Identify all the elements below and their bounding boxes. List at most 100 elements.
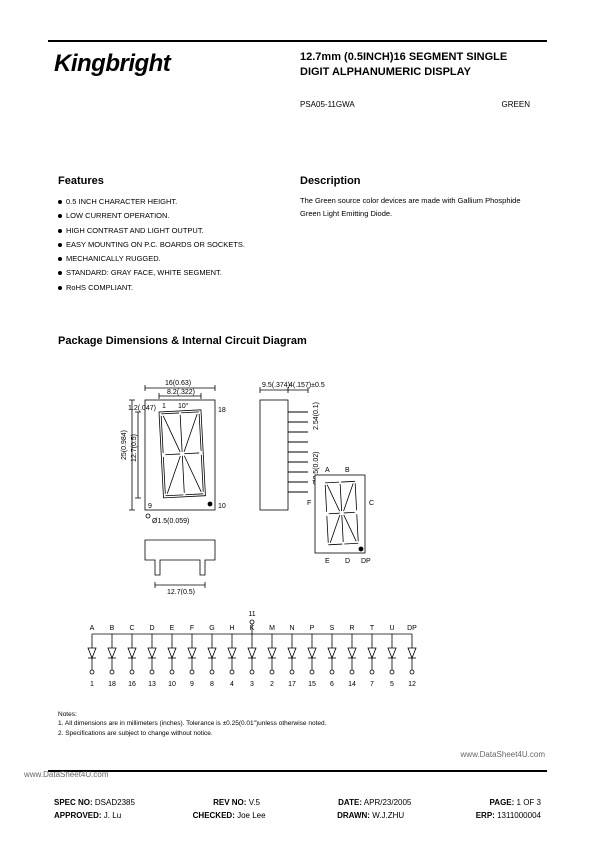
page-label: PAGE: <box>490 798 515 807</box>
svg-text:7: 7 <box>370 681 374 688</box>
feature-item: 0.5 INCH CHARACTER HEIGHT. <box>58 195 278 209</box>
circuit-diagram: 11 A 1 B 18 C 16 D 13 E 10 F 9 G 8 H 4 K 3 M 2 N 17 P 15 S 6 R 14 T 7… <box>80 608 430 698</box>
feature-item: HIGH CONTRAST AND LIGHT OUTPUT. <box>58 224 278 238</box>
features-list: 0.5 INCH CHARACTER HEIGHT. LOW CURRENT O… <box>58 195 278 295</box>
svg-text:16(0.63): 16(0.63) <box>165 380 191 387</box>
page: 1 OF 3 <box>517 798 541 807</box>
approved-label: APPROVED: <box>54 811 102 820</box>
svg-text:6: 6 <box>330 681 334 688</box>
feature-item: RoHS COMPLIANT. <box>58 281 278 295</box>
svg-text:8: 8 <box>210 681 214 688</box>
svg-text:12: 12 <box>408 681 416 688</box>
drawn: W.J.ZHU <box>372 811 404 820</box>
svg-text:F: F <box>307 500 311 507</box>
svg-text:G: G <box>209 625 214 632</box>
package-heading: Package Dimensions & Internal Circuit Di… <box>58 335 307 347</box>
svg-text:M: M <box>269 625 275 632</box>
svg-text:DP: DP <box>407 625 417 632</box>
svg-text:17: 17 <box>288 681 296 688</box>
date-label: DATE: <box>338 798 362 807</box>
svg-text:10°: 10° <box>178 402 189 410</box>
svg-text:10: 10 <box>218 503 226 510</box>
svg-text:F: F <box>190 625 194 632</box>
svg-text:9: 9 <box>148 503 152 510</box>
svg-text:9.5(.374): 9.5(.374) <box>262 382 290 389</box>
svg-text:R: R <box>349 625 354 632</box>
svg-text:K: K <box>250 625 255 632</box>
svg-text:B: B <box>110 625 115 632</box>
svg-text:4(.157)±0.5: 4(.157)±0.5 <box>289 382 325 389</box>
svg-text:12.7(0.5): 12.7(0.5) <box>167 589 195 595</box>
svg-text:S: S <box>330 625 335 632</box>
svg-text:5: 5 <box>390 681 394 688</box>
svg-text:2.54(0.1): 2.54(0.1) <box>313 402 320 430</box>
svg-text:15: 15 <box>308 681 316 688</box>
notes-heading: Notes: <box>58 710 326 719</box>
svg-text:T: T <box>370 625 375 632</box>
note-2: 2. Specifications are subject to change … <box>58 729 326 738</box>
note-1: 1. All dimensions are in millimeters (in… <box>58 719 326 728</box>
features-section: Features 0.5 INCH CHARACTER HEIGHT. LOW … <box>58 175 278 295</box>
description-heading: Description <box>300 175 530 187</box>
logo: Kingbright <box>54 50 170 78</box>
svg-text:N: N <box>289 625 294 632</box>
watermark-right: www.DataSheet4U.com <box>461 750 545 759</box>
svg-text:1: 1 <box>162 403 166 410</box>
svg-text:1.2(.047): 1.2(.047) <box>128 405 156 412</box>
svg-text:E: E <box>170 625 175 632</box>
spec-no: DSAD2385 <box>95 798 135 807</box>
checked: Joe Lee <box>237 811 265 820</box>
svg-text:18: 18 <box>218 407 226 414</box>
package-diagram: 16(0.63) 8.2(.322) 25(0.984) 12.7(0.5) 1… <box>90 360 420 595</box>
svg-text:18: 18 <box>108 681 116 688</box>
footer: SPEC NO: DSAD2385 REV NO: V.5 DATE: APR/… <box>48 796 547 822</box>
svg-text:B: B <box>345 467 350 474</box>
svg-text:3: 3 <box>250 681 254 688</box>
svg-text:Ø1.5(0.059): Ø1.5(0.059) <box>152 518 189 525</box>
svg-text:H: H <box>229 625 234 632</box>
erp: 1311000004 <box>497 811 541 820</box>
svg-text:E: E <box>325 558 330 565</box>
rev-label: REV NO: <box>213 798 246 807</box>
svg-text:4: 4 <box>230 681 234 688</box>
watermark-left: www.DataSheet4U.com <box>24 770 108 779</box>
svg-text:11: 11 <box>248 611 255 618</box>
spec-no-label: SPEC NO: <box>54 798 93 807</box>
feature-item: MECHANICALLY RUGGED. <box>58 252 278 266</box>
features-heading: Features <box>58 175 278 187</box>
svg-text:DP: DP <box>361 558 371 565</box>
svg-text:P: P <box>310 625 315 632</box>
description-text: The Green source color devices are made … <box>300 195 530 221</box>
svg-text:2: 2 <box>270 681 274 688</box>
svg-text:12.7(0.5): 12.7(0.5) <box>131 434 138 462</box>
svg-text:A: A <box>90 625 95 632</box>
svg-text:13: 13 <box>148 681 156 688</box>
part-number: PSA05-11GWA <box>300 100 355 109</box>
feature-item: STANDARD: GRAY FACE, WHITE SEGMENT. <box>58 266 278 280</box>
rev-no: V.5 <box>249 798 260 807</box>
svg-text:14: 14 <box>348 681 356 688</box>
approved: J. Lu <box>104 811 121 820</box>
notes: Notes: 1. All dimensions are in millimet… <box>58 710 326 738</box>
svg-text:D: D <box>149 625 154 632</box>
date: APR/23/2005 <box>364 798 412 807</box>
svg-text:16: 16 <box>128 681 136 688</box>
svg-text:10: 10 <box>168 681 176 688</box>
part-row: PSA05-11GWA GREEN <box>300 100 530 109</box>
checked-label: CHECKED: <box>193 811 235 820</box>
svg-text:A: A <box>325 467 330 474</box>
svg-text:8.2(.322): 8.2(.322) <box>167 389 195 396</box>
feature-item: LOW CURRENT OPERATION. <box>58 209 278 223</box>
erp-label: ERP: <box>476 811 495 820</box>
drawn-label: DRAWN: <box>337 811 370 820</box>
svg-text:C: C <box>129 625 134 632</box>
svg-text:C: C <box>369 500 374 507</box>
svg-text:9: 9 <box>190 681 194 688</box>
svg-text:D: D <box>345 558 350 565</box>
svg-text:U: U <box>389 625 394 632</box>
product-title: 12.7mm (0.5INCH)16 SEGMENT SINGLE DIGIT … <box>300 50 530 80</box>
svg-text:1: 1 <box>90 681 94 688</box>
feature-item: EASY MOUNTING ON P.C. BOARDS OR SOCKETS. <box>58 238 278 252</box>
description-section: Description The Green source color devic… <box>300 175 530 221</box>
color-label: GREEN <box>502 100 530 109</box>
